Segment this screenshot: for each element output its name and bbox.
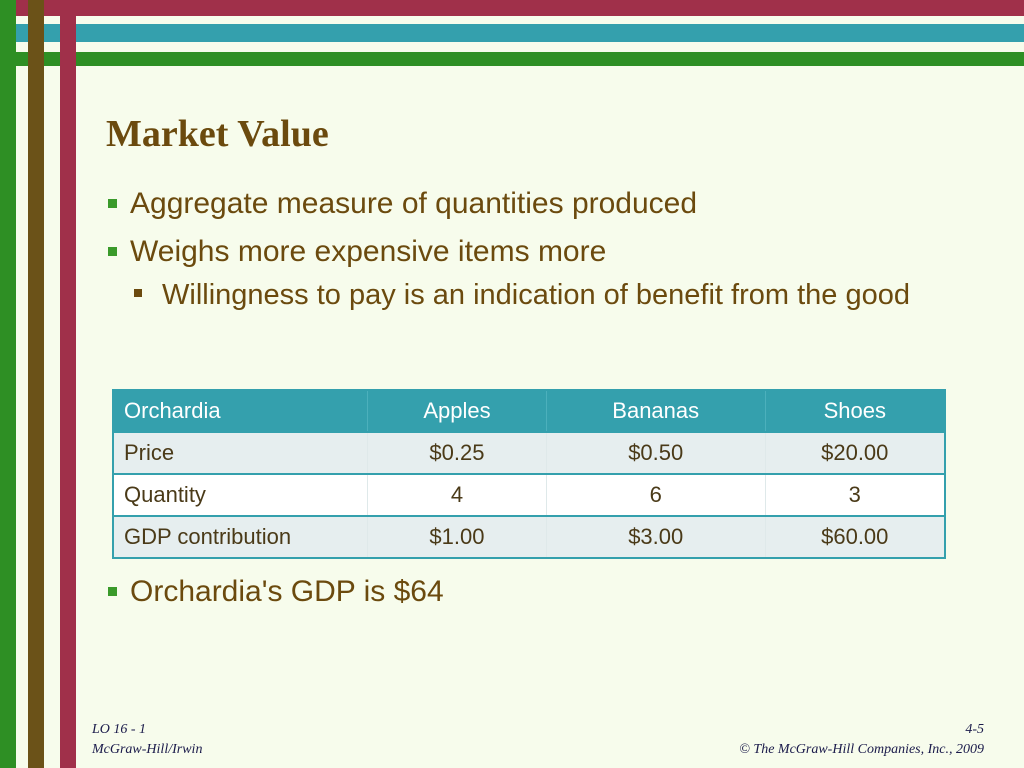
square-bullet-icon <box>108 587 117 596</box>
table-header-cell: Shoes <box>765 390 946 432</box>
bullet-item: Aggregate measure of quantities produced <box>106 186 986 222</box>
bullet-item: Weighs more expensive items more <box>106 234 986 270</box>
table-cell: $20.00 <box>765 431 946 474</box>
table-header-cell: Apples <box>367 390 547 432</box>
table-header-row: Orchardia Apples Bananas Shoes <box>113 390 946 432</box>
bullet-item: Orchardia's GDP is $64 <box>106 574 986 610</box>
square-bullet-icon <box>108 247 117 256</box>
table-cell: Quantity <box>113 473 368 516</box>
sub-bullet-text: Willingness to pay is an indication of b… <box>162 279 910 311</box>
table-row: Quantity 4 6 3 <box>113 473 946 516</box>
table-row: Price $0.25 $0.50 $20.00 <box>113 431 946 474</box>
left-stripe-green <box>0 0 16 768</box>
top-stripe-maroon <box>0 0 1024 16</box>
table-cell: GDP contribution <box>113 515 368 558</box>
table-cell: $60.00 <box>765 515 946 558</box>
square-bullet-icon <box>134 289 142 297</box>
table-header-cell: Bananas <box>546 390 766 432</box>
publisher-label: McGraw-Hill/Irwin <box>92 742 203 757</box>
square-bullet-icon <box>108 199 117 208</box>
table-cell: $0.25 <box>367 431 547 474</box>
bottom-bullet-list: Orchardia's GDP is $64 <box>106 574 986 622</box>
left-stripe-maroon <box>60 0 76 768</box>
bullet-list: Aggregate measure of quantities produced… <box>106 186 986 316</box>
bullet-text: Orchardia's GDP is $64 <box>130 575 444 608</box>
bullet-text: Aggregate measure of quantities produced <box>130 187 698 220</box>
gdp-table: Orchardia Apples Bananas Shoes Price $0.… <box>112 389 946 559</box>
table-header-cell: Orchardia <box>113 390 368 432</box>
copyright-label: © The McGraw-Hill Companies, Inc., 2009 <box>739 742 984 757</box>
sub-bullet-item: Willingness to pay is an indication of b… <box>106 274 986 316</box>
table-cell: $1.00 <box>367 515 547 558</box>
top-stripe-green <box>0 52 1024 66</box>
table-cell: $3.00 <box>546 515 766 558</box>
footer-left: LO 16 - 1 McGraw-Hill/Irwin <box>92 720 202 760</box>
learning-objective-label: LO 16 - 1 <box>92 722 147 737</box>
footer-right: 4-5 © The McGraw-Hill Companies, Inc., 2… <box>739 720 984 760</box>
table-cell: 3 <box>765 473 946 516</box>
left-stripe-brown <box>28 0 44 768</box>
bullet-text: Weighs more expensive items more <box>130 235 607 268</box>
table-cell: 6 <box>546 473 766 516</box>
table-cell: $0.50 <box>546 431 766 474</box>
slide-title: Market Value <box>106 113 329 155</box>
top-stripe-teal <box>0 24 1024 42</box>
table-cell: Price <box>113 431 368 474</box>
table-cell: 4 <box>367 473 547 516</box>
table-row: GDP contribution $1.00 $3.00 $60.00 <box>113 515 946 558</box>
page-number: 4-5 <box>965 722 984 737</box>
